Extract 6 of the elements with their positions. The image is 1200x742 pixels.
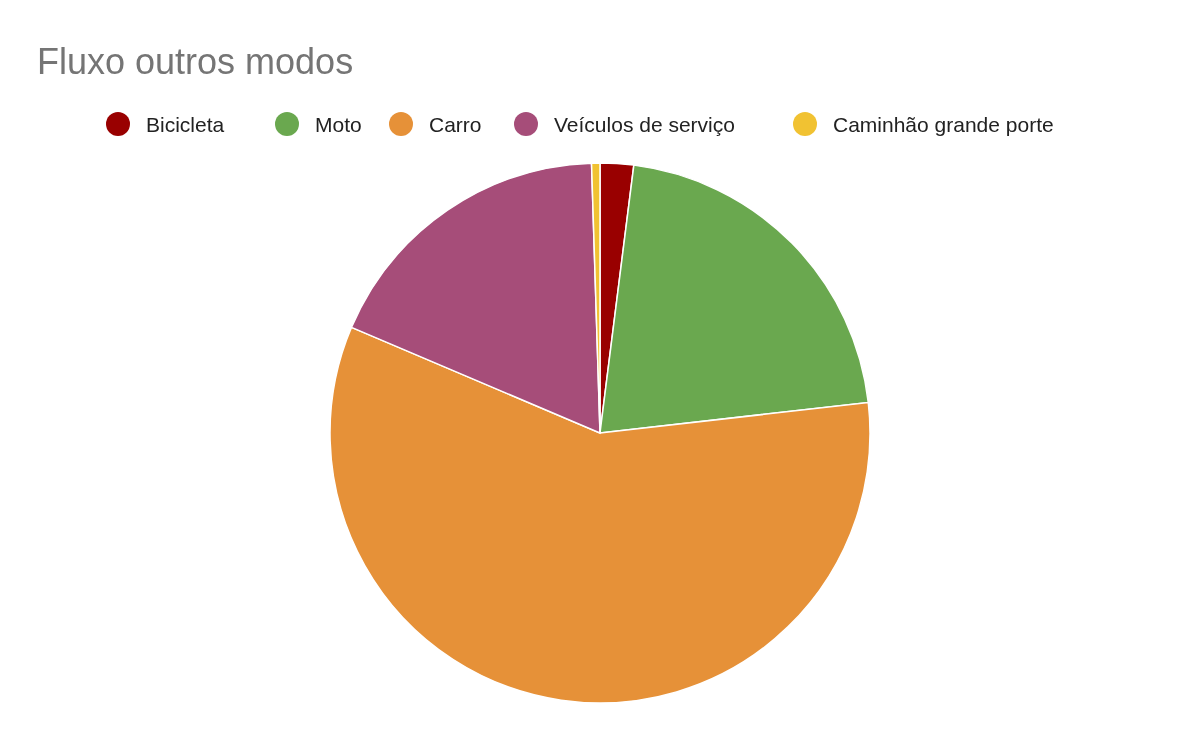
- legend-label: Moto: [315, 113, 362, 136]
- legend-label: Carro: [429, 113, 482, 136]
- legend-label: Veículos de serviço: [554, 113, 735, 136]
- chart-title: Fluxo outros modos: [37, 41, 354, 82]
- legend-label: Caminhão grande porte: [833, 113, 1054, 136]
- legend-label: Bicicleta: [146, 113, 225, 136]
